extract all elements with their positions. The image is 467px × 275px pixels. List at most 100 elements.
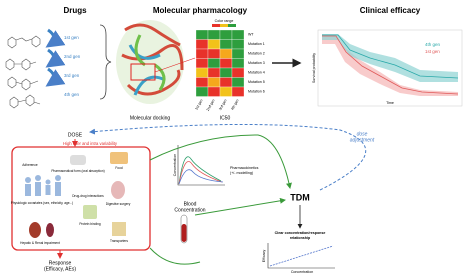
heatmap-cell <box>207 86 221 97</box>
variability-label: High inter and intra variability <box>63 141 118 146</box>
row-label: Mutation 3 <box>248 61 265 65</box>
heatmap-cell <box>195 48 209 59</box>
column-label: 2nd gen <box>206 98 216 111</box>
blood-label: Blood <box>184 201 197 207</box>
heatmap-cell <box>195 67 209 78</box>
relationship-label: relationship <box>290 236 311 240</box>
heatmap-cell <box>195 29 209 40</box>
dose-adjustment-arrow <box>89 123 367 191</box>
stomach-icon <box>111 181 125 199</box>
heatmap-cell <box>195 39 209 50</box>
heatmap-cell <box>219 77 233 88</box>
heatmap-cell <box>195 58 209 69</box>
pk-plot <box>177 145 225 186</box>
heatmap-cell <box>195 77 209 88</box>
heatmap-cell <box>219 58 233 69</box>
relationship-x: Concentration <box>291 270 313 274</box>
heatmap-cell <box>207 29 221 40</box>
heatmap-cell <box>207 67 221 78</box>
row-label: Mutation 1 <box>248 42 265 46</box>
factor-label: Physiologic covariates (sex, ethnicity, … <box>11 201 73 205</box>
column-label: 1st gen <box>194 98 203 110</box>
pk-axis: Concentration <box>173 154 177 176</box>
brace <box>99 24 112 100</box>
ic50-label: IC50 <box>220 115 231 121</box>
heatmap-cell <box>231 29 245 40</box>
pharma-title: Molecular pharmacology <box>153 6 248 15</box>
legend-title: Color range <box>215 19 234 23</box>
generation-label: 3rd gen <box>64 73 80 78</box>
column-label: 3rd gen <box>218 98 228 111</box>
response-label: (Efficacy, AEs) <box>44 266 76 272</box>
generation-label: 1st gen <box>64 35 79 40</box>
factor-label: Pharmaceutical form (oral absorption) <box>51 169 104 173</box>
color-range-bar <box>220 24 228 27</box>
km-legend: 4th gen <box>425 42 441 47</box>
heatmap-cell <box>231 77 245 88</box>
dose-adjustment: dose <box>357 131 368 137</box>
relationship-label: Clear concentration/response <box>275 231 326 235</box>
organ-icon <box>46 223 54 237</box>
food-icon <box>110 152 128 164</box>
arrow <box>149 247 201 265</box>
tube-icon <box>181 224 187 242</box>
protein-icon <box>83 205 97 219</box>
km-plot <box>317 29 463 107</box>
tdm-label: TDM <box>290 192 310 202</box>
drugs-title: Drugs <box>63 6 87 15</box>
heatmap-cell <box>207 39 221 50</box>
heatmap-cell <box>219 29 233 40</box>
dose-label: DOSE <box>68 132 83 138</box>
arrow <box>149 134 292 189</box>
heatmap-cell <box>219 39 233 50</box>
heatmap-cell <box>195 86 209 97</box>
heatmap-cell <box>219 67 233 78</box>
row-label: Mutation 6 <box>248 90 265 94</box>
transporter-icon <box>112 222 126 236</box>
km-legend: 1st gen <box>425 49 440 54</box>
response-label: Response <box>49 260 72 266</box>
factor-label: Hepatic & Renal impairment <box>20 241 60 245</box>
factor-label: Digestive surgery <box>106 202 131 206</box>
km-x-label: Time <box>386 101 394 105</box>
pill-icon <box>70 155 86 165</box>
heatmap-cell <box>219 48 233 59</box>
dose-adjustment: adjustment <box>350 137 375 143</box>
factor-label: Protein binding <box>79 222 100 226</box>
row-label: Mutation 4 <box>248 71 265 75</box>
row-label: Mutation 5 <box>248 80 265 84</box>
factor-label: Food <box>115 166 122 170</box>
arrow <box>194 197 286 216</box>
factor-label: Adherence <box>22 163 38 167</box>
pk-label: Pharmacokinetics <box>230 166 259 170</box>
people-icons <box>25 175 61 196</box>
heatmap-cell <box>231 48 245 59</box>
protein <box>116 20 196 104</box>
relationship-line <box>269 245 334 267</box>
molecules <box>5 35 41 109</box>
variability-box <box>11 146 151 251</box>
heatmap-cell <box>207 48 221 59</box>
relationship-axes <box>267 243 335 269</box>
factor-label: Drug-drug interactions <box>72 194 104 198</box>
efficacy-title: Clinical efficacy <box>360 6 421 15</box>
heatmap-cell <box>231 86 245 97</box>
generation-arrows <box>45 28 66 87</box>
docking-label: Molecular docking <box>130 115 171 121</box>
pk-label: (+/- modelling) <box>230 171 253 175</box>
generation-label: 4th gen <box>64 92 80 97</box>
heatmap-cell <box>207 58 221 69</box>
column-label: 4th gen <box>230 98 239 110</box>
heatmap-cell <box>231 39 245 50</box>
heatmap-cell <box>231 67 245 78</box>
heatmap-cell <box>231 58 245 69</box>
factor-label: Transporters <box>110 239 128 243</box>
row-label: WT <box>248 33 254 37</box>
heatmap-cell <box>207 77 221 88</box>
organ-icon <box>29 222 41 238</box>
relationship-y: Efficacy <box>262 250 266 263</box>
km-y-label: Survival probability <box>312 53 316 83</box>
color-range-bar <box>228 24 236 27</box>
blood-label: Concentration <box>174 207 205 213</box>
